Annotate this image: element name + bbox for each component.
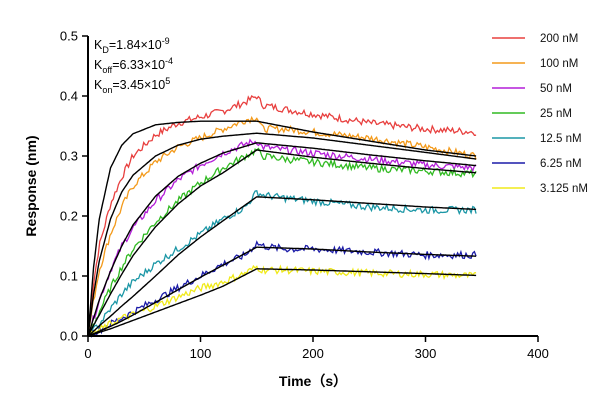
constant-exponent: -4 (165, 56, 173, 66)
constant-subscript: off (102, 65, 112, 75)
constant-value: =6.33×10 (112, 58, 165, 72)
y-tick-label: 0.5 (60, 29, 78, 44)
series-line-3 (87, 147, 477, 337)
constant-exponent: -9 (162, 36, 170, 46)
constant-symbol: K (94, 58, 103, 72)
legend-label: 50 nM (540, 83, 572, 95)
y-tick-label: 0.2 (60, 209, 78, 224)
constant-value: =3.45×10 (112, 78, 165, 92)
fit-line-6 (87, 268, 477, 337)
kinetic-constant-0: KD=1.84×10-9 (94, 36, 170, 55)
x-tick-label: 400 (527, 346, 549, 361)
y-axis-title: Response (nm) (23, 135, 39, 236)
fit-line-4 (87, 196, 477, 337)
x-tick-label: 300 (415, 346, 437, 361)
series-line-6 (87, 264, 477, 337)
constant-exponent: 5 (165, 76, 170, 86)
legend-label: 12.5 nM (540, 133, 582, 145)
legend-label: 200 nM (540, 33, 578, 45)
legend-label: 3.125 nM (540, 183, 588, 195)
fit-line-3 (87, 149, 477, 337)
y-tick-label: 0.4 (60, 89, 78, 104)
kinetic-constant-1: Koff=6.33×10-4 (94, 56, 173, 75)
kinetic-constant-2: Kon=3.45×105 (94, 76, 170, 95)
x-tick-label: 0 (84, 346, 91, 361)
series-line-1 (87, 115, 477, 337)
series-line-5 (87, 240, 477, 338)
constant-subscript: on (102, 85, 112, 95)
constant-symbol: K (94, 38, 103, 52)
constant-symbol: K (94, 78, 103, 92)
x-axis-title: Time（s） (279, 373, 347, 389)
constant-subscript: D (102, 45, 109, 55)
constant-value: =1.84×10 (109, 38, 162, 52)
y-tick-label: 0.0 (60, 329, 78, 344)
legend-label: 100 nM (540, 58, 578, 70)
legend-label: 25 nM (540, 108, 572, 120)
x-tick-label: 200 (302, 346, 324, 361)
y-tick-label: 0.1 (60, 269, 78, 284)
series-line-2 (87, 138, 477, 337)
plot-lines (87, 95, 477, 338)
legend-label: 6.25 nM (540, 158, 582, 170)
fit-line-1 (87, 132, 477, 337)
axes: 0.0 0.1 0.2 0.3 0.4 0.5 0 100 200 300 400 Time（s） Re… (23, 29, 549, 390)
y-tick-label: 0.3 (60, 149, 78, 164)
fit-line-2 (87, 142, 477, 337)
fit-line-5 (87, 246, 477, 337)
series-line-0 (87, 95, 477, 337)
fit-line-0 (87, 120, 477, 337)
x-tick-label: 100 (190, 346, 212, 361)
legend: 200 nM 100 nM 50 nM 25 nM 12.5 nM 6.25 nM 3.12… (492, 33, 588, 195)
series-line-4 (87, 190, 477, 338)
